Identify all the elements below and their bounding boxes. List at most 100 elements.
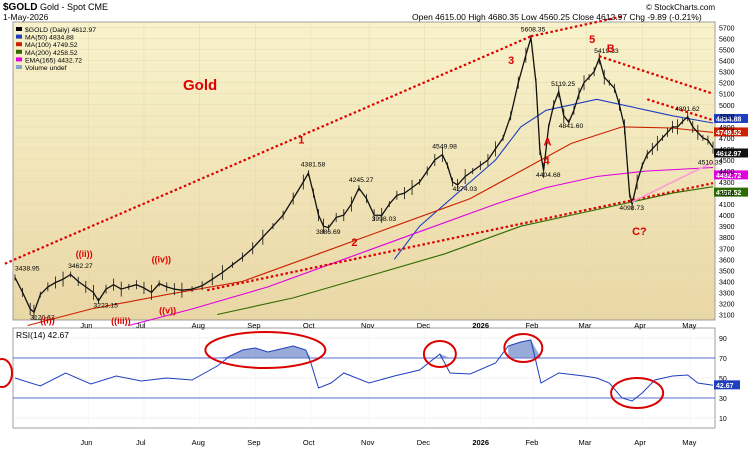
legend-label: MA(50) 4834.88: [25, 35, 74, 42]
legend-swatch: [16, 34, 22, 39]
rsi-x-tick-label: Oct: [303, 438, 316, 447]
rsi-x-tick-label: Dec: [417, 438, 431, 447]
rsi-x-tick-label: Mar: [579, 438, 592, 447]
rsi-x-tick-label: Aug: [192, 438, 205, 447]
y-tick-label: 3200: [719, 301, 735, 308]
y-tick-label: 5300: [719, 70, 735, 77]
wave-label: 2: [351, 237, 357, 249]
price-point-label: 4841.60: [559, 123, 584, 130]
rsi-x-tick-label: Nov: [361, 438, 375, 447]
price-point-label: 3462.27: [68, 263, 93, 270]
right-value-label: 4612.97: [716, 151, 741, 158]
wave-label: 4: [544, 155, 551, 167]
price-point-label: 5419.33: [594, 48, 619, 55]
rsi-legend: RSI(14) 42.67: [16, 330, 69, 340]
y-tick-label: 5600: [719, 37, 735, 44]
legend-swatch: [16, 49, 22, 54]
y-tick-label: 4400: [719, 169, 735, 176]
right-value-box: [714, 114, 748, 124]
y-tick-label: 4800: [719, 125, 735, 132]
y-tick-label: 4500: [719, 158, 735, 165]
rsi-ellipse: [0, 358, 13, 388]
y-tick-label: 3100: [719, 312, 735, 319]
x-tick-label: Apr: [634, 321, 646, 330]
right-value-box: [714, 187, 748, 197]
rsi-tick-label: 50: [719, 376, 727, 383]
y-tick-label: 3500: [719, 268, 735, 275]
legend-label: MA(200) 4258.52: [25, 50, 78, 57]
wave-label: ((iv)): [152, 255, 172, 265]
y-tick-label: 4300: [719, 180, 735, 187]
legend-swatch: [16, 65, 22, 69]
rsi-x-tick-label: Apr: [634, 438, 646, 447]
ohlc-text: Open 4615.00 High 4680.35 Low 4560.25 Cl…: [412, 12, 702, 22]
right-value-box: [714, 127, 748, 137]
price-point-label: 4245.27: [349, 177, 374, 184]
ma-line-ema165: [128, 166, 714, 327]
price-point-label: 4404.68: [536, 172, 561, 179]
wave-label: 5: [589, 34, 595, 46]
rsi-ellipse: [610, 377, 665, 409]
wave-label: ((i)): [40, 315, 55, 325]
rsi-x-tick-label: Sep: [247, 438, 260, 447]
credit-text: © StockCharts.com: [646, 3, 715, 12]
rsi-x-tick-label: Feb: [525, 438, 538, 447]
x-tick-label: Dec: [417, 321, 431, 330]
upper-trendline-ext: [530, 15, 623, 38]
chart-date: 1-May-2026: [3, 12, 49, 22]
x-tick-label: Aug: [192, 321, 205, 330]
price-point-label: 4381.58: [301, 162, 326, 169]
x-tick-label: May: [682, 321, 696, 330]
y-tick-label: 5700: [719, 26, 735, 33]
legend-swatch: [16, 42, 22, 47]
support-line: [631, 161, 714, 203]
rsi-overbought-fill: [217, 346, 311, 358]
rsi-ellipse: [422, 340, 457, 368]
legend-label: Volume undef: [25, 65, 67, 72]
x-tick-label: Feb: [525, 321, 538, 330]
wave-label: B: [607, 43, 615, 55]
y-tick-label: 4200: [719, 191, 735, 198]
y-tick-label: 4100: [719, 202, 735, 209]
y-tick-label: 4900: [719, 114, 735, 121]
rsi-x-tick-label: Jul: [136, 438, 146, 447]
y-tick-label: 3800: [719, 235, 735, 242]
x-tick-label: Sep: [247, 321, 260, 330]
y-tick-label: 3600: [719, 257, 735, 264]
price-point-label: 3120.62: [30, 314, 55, 321]
rsi-ellipse: [503, 333, 544, 363]
resistance-trendline-2: [646, 98, 714, 122]
right-value-label: 4834.88: [716, 117, 741, 124]
symbol-name: Gold - Spot CME: [40, 2, 108, 12]
y-tick-label: 5400: [719, 59, 735, 66]
price-point-label: 3438.95: [15, 265, 40, 272]
y-tick-label: 4700: [719, 136, 735, 143]
wave-label: ((v)): [159, 305, 176, 315]
rsi-x-tick-label: 2026: [472, 438, 489, 447]
price-point-label: 4549.98: [432, 143, 457, 150]
rsi-overbought-fill: [508, 340, 542, 358]
x-tick-label: Oct: [303, 321, 316, 330]
y-tick-label: 3900: [719, 224, 735, 231]
price-point-label: 3223.15: [93, 302, 118, 309]
y-tick-label: 3300: [719, 290, 735, 297]
rsi-tick-label: 30: [719, 396, 727, 403]
right-value-label: 4749.52: [716, 130, 741, 137]
rsi-tick-label: 90: [719, 336, 727, 343]
wave-label: 1: [298, 134, 304, 146]
y-tick-label: 3400: [719, 279, 735, 286]
big-gold-label: Gold: [183, 77, 217, 94]
y-tick-label: 5100: [719, 92, 735, 99]
right-value-box: [714, 170, 748, 180]
price-point-label: 3998.03: [372, 216, 397, 223]
y-tick-label: 3700: [719, 246, 735, 253]
rsi-ellipse: [204, 331, 327, 369]
rsi-tick-label: 10: [719, 416, 727, 423]
x-tick-label: Mar: [579, 321, 592, 330]
wave-label: 3: [508, 55, 514, 67]
x-tick-label: 2026: [472, 321, 489, 330]
price-point-label: 4274.03: [453, 186, 478, 193]
wave-label: C?: [632, 226, 647, 238]
